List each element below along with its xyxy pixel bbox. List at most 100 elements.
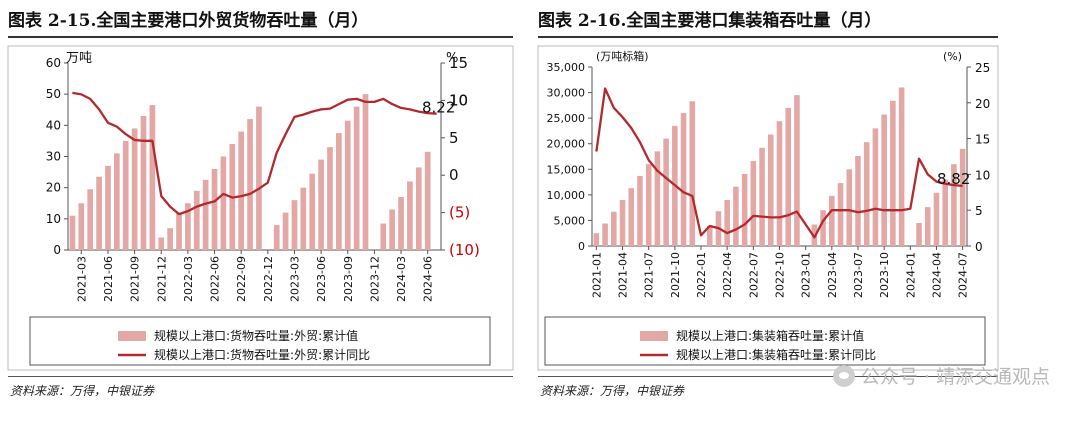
bar	[300, 187, 307, 250]
bar	[593, 233, 600, 246]
bar	[327, 147, 333, 250]
bar	[149, 105, 156, 250]
bar	[863, 142, 870, 246]
bar	[767, 134, 774, 246]
x-tick-label: 2024-04	[930, 252, 943, 298]
bar	[663, 138, 669, 246]
bar	[202, 179, 209, 250]
x-tick-label: 2023-04	[826, 252, 839, 298]
bar	[872, 128, 879, 246]
bar	[309, 173, 316, 250]
end-value-label: 8.82	[937, 170, 970, 188]
right-tick-label: 0	[975, 240, 983, 254]
bar	[829, 195, 835, 246]
line-series	[72, 91, 437, 216]
bar	[256, 106, 262, 250]
bar	[389, 209, 395, 250]
x-tick-label: 2022-01	[695, 252, 708, 298]
bar	[362, 94, 369, 251]
line-series	[595, 87, 963, 239]
bar	[628, 188, 635, 246]
bar	[750, 161, 757, 246]
x-tick-label: 2021-12	[155, 256, 168, 302]
bar	[916, 222, 922, 246]
left-tick-label: 30,000	[547, 87, 586, 100]
right-tick-label: 15	[975, 133, 990, 147]
x-tick-label: 2021-09	[129, 256, 142, 302]
bar	[611, 211, 617, 246]
x-tick-label: 2022-10	[774, 252, 787, 298]
right-tick-label: 5	[975, 204, 983, 218]
legend-box	[544, 316, 986, 366]
x-tick-label: 2024-03	[395, 256, 408, 302]
left-tick-label: 25,000	[547, 112, 586, 125]
wechat-icon	[832, 365, 855, 387]
bar	[380, 223, 387, 250]
bar	[167, 228, 173, 250]
chart-panel-right: 图表 2-16.全国主要港口集装箱吞吐量（月） 0 5,000 10,000 15,0…	[530, 0, 1080, 421]
bar	[114, 153, 120, 250]
bar	[220, 156, 227, 250]
chart-title: 图表 2-15.全国主要港口外贸货物吞吐量（月）	[8, 11, 369, 31]
title-divider	[538, 36, 998, 38]
chart-frame	[537, 45, 999, 371]
watermark: 公众号 · 靖添交通观点	[832, 362, 1050, 389]
bar	[619, 199, 626, 246]
bar	[122, 140, 129, 250]
x-tick-label: 2022-03	[182, 256, 195, 302]
bar	[602, 223, 608, 246]
source-divider	[8, 376, 513, 377]
x-tick-label: 2022-06	[209, 256, 222, 302]
bar	[898, 87, 905, 246]
bar	[96, 176, 102, 250]
bar	[69, 215, 76, 250]
bar	[140, 115, 147, 250]
x-tick-label: 2024-06	[422, 256, 435, 302]
bar	[185, 203, 191, 250]
bar	[318, 159, 324, 250]
bar	[654, 151, 661, 246]
left-tick-label: 0	[53, 243, 61, 257]
right-tick-label: 5	[449, 129, 459, 147]
bar	[273, 225, 280, 250]
x-tick-label: 2022-12	[262, 256, 275, 302]
chart-canvas: 0 5,000 10,000 15,000 20,000 25,000 30,000 35,0…	[537, 45, 999, 371]
bar	[105, 165, 111, 250]
left-tick-label: 10	[46, 212, 61, 226]
right-tick-label: 10	[449, 91, 468, 109]
x-tick-label: 2023-12	[368, 256, 381, 302]
left-tick-label: 30	[46, 150, 61, 164]
x-tick-label: 2023-01	[800, 252, 813, 298]
source-divider	[538, 376, 998, 377]
left-tick-label: 0	[578, 240, 585, 253]
left-tick-label: 60	[46, 56, 61, 70]
right-tick-label: 10	[975, 168, 990, 182]
bar	[689, 101, 696, 246]
x-tick-label: 2023-09	[342, 256, 355, 302]
bar	[855, 155, 861, 246]
right-tick-label: (10)	[449, 241, 480, 259]
bar	[424, 151, 431, 250]
x-tick-label: 2023-03	[288, 256, 301, 302]
x-tick-label: 2022-04	[721, 252, 734, 298]
bar	[846, 169, 853, 246]
bar	[158, 237, 165, 250]
bar	[733, 186, 739, 246]
x-tick-label: 2024-07	[957, 252, 970, 298]
bar	[933, 192, 940, 246]
bar	[706, 226, 713, 246]
right-tick-label: 10	[449, 91, 468, 109]
source-note: 资料来源：万得，中银证券	[540, 384, 685, 398]
bar	[881, 114, 887, 246]
x-tick-label: 2021-01	[590, 252, 603, 298]
bar	[415, 167, 422, 250]
bar	[759, 147, 765, 246]
legend-label: 规模以上港口:货物吞吐量:外贸:累计同比	[154, 347, 370, 362]
left-axis-unit: (万吨标箱)	[596, 49, 649, 63]
left-tick-label: 15,000	[547, 163, 586, 176]
left-tick-label: 20,000	[547, 138, 586, 151]
bar	[291, 200, 298, 250]
right-tick-label: (5)	[449, 204, 470, 222]
bar	[820, 210, 826, 246]
